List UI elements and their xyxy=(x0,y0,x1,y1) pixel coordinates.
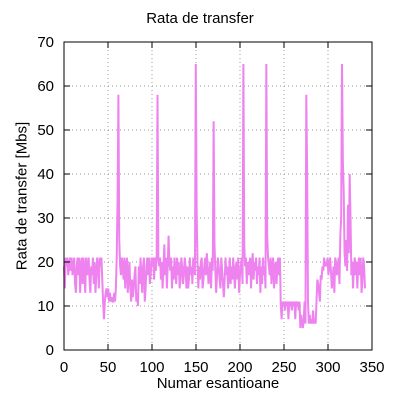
chart-title: Rata de transfer xyxy=(146,10,254,27)
x-tick-label: 350 xyxy=(359,359,384,376)
x-tick-label: 250 xyxy=(271,359,296,376)
series-line xyxy=(63,63,366,329)
x-tick-label: 0 xyxy=(60,359,68,376)
plot-border xyxy=(63,41,373,351)
x-tick-label: 200 xyxy=(227,359,252,376)
x-axis-label: Numar esantioane xyxy=(156,375,280,392)
x-tick-label: 150 xyxy=(183,359,208,376)
series-layer xyxy=(63,63,366,329)
y-tick-label: 0 xyxy=(46,342,54,359)
ticks: 0 50 100 150 200 250 300 350 0 10 20 30 40 50 60 70 xyxy=(37,34,384,376)
y-tick-label: 40 xyxy=(37,166,54,183)
y-tick-label: 30 xyxy=(37,210,54,227)
x-tick-label: 50 xyxy=(100,359,117,376)
y-tick-label: 20 xyxy=(37,254,54,271)
y-tick-label: 10 xyxy=(37,298,54,315)
axes-frame xyxy=(63,41,373,351)
y-tick-label: 50 xyxy=(37,122,54,139)
y-tick-label: 60 xyxy=(37,78,54,95)
x-tick-label: 300 xyxy=(315,359,340,376)
y-tick-label: 70 xyxy=(37,34,54,51)
x-tick-label: 100 xyxy=(139,359,164,376)
y-axis-label: Rata de transfer [Mbs] xyxy=(13,121,31,271)
grid xyxy=(64,42,372,350)
